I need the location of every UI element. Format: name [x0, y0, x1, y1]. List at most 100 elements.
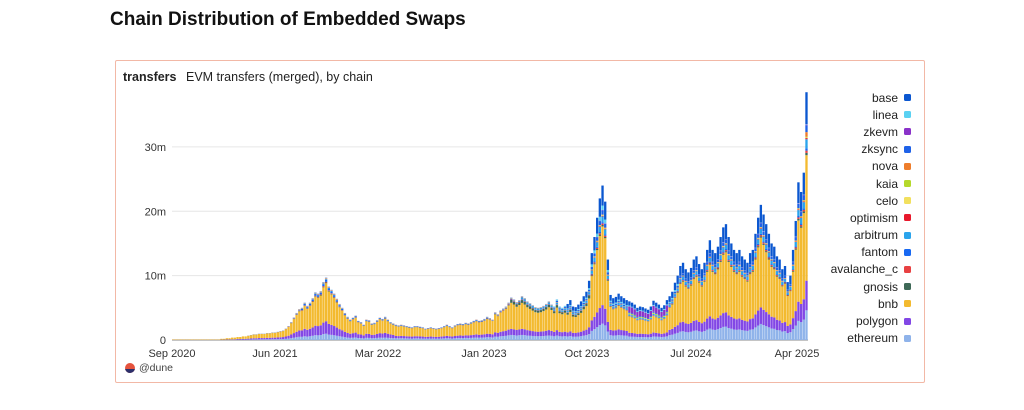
bar-segment-ethereum [802, 319, 805, 340]
legend-label: optimism [849, 210, 898, 225]
bar-segment-arbitrum [746, 276, 749, 280]
bar-segment-gnosis [566, 312, 569, 315]
bar-segment-ethereum [434, 338, 438, 340]
bar-segment-gnosis [604, 236, 607, 239]
bar-segment-gnosis [805, 152, 808, 156]
legend-item-linea[interactable]: linea [791, 106, 911, 123]
bar-segment-fantom [303, 304, 306, 306]
bar-segment-gnosis [598, 234, 602, 236]
bar-segment-bnb [472, 322, 475, 335]
legend-swatch [904, 265, 911, 273]
bar-segment-ethereum [585, 335, 588, 340]
bar-segment-bnb [778, 279, 781, 321]
query-name[interactable]: transfers [123, 70, 177, 84]
bar-segment-bnb [480, 321, 483, 335]
legend-item-fantom[interactable]: fantom [791, 244, 911, 261]
bar-segment-ethereum [284, 338, 288, 340]
legend-label: fantom [861, 245, 898, 260]
legend-item-nova[interactable]: nova [791, 158, 911, 175]
footer-label[interactable]: @dune [139, 362, 174, 374]
bar-segment-zksync [748, 264, 752, 268]
bar-segment-ethereum [652, 336, 655, 340]
bar-segment-ethereum [775, 329, 779, 340]
bar-segment-arbitrum [762, 236, 765, 242]
bar-segment-gnosis [692, 278, 695, 280]
bar-segment-arbitrum [333, 294, 336, 296]
bar-segment-base [566, 303, 569, 309]
bar-segment-polygon [357, 334, 360, 338]
bar-segment-polygon [558, 331, 561, 337]
bar-segment-ethereum [410, 338, 414, 340]
bar-segment-ethereum [252, 339, 255, 340]
bar-segment-gnosis [765, 251, 768, 253]
bar-segment-arbitrum [805, 139, 808, 149]
x-tick-label: Jan 2023 [461, 348, 506, 360]
bar-segment-gnosis [743, 278, 746, 280]
bar-segment-arbitrum [778, 273, 781, 277]
bar-segment-gnosis [719, 261, 722, 263]
bar-segment-zksync [700, 278, 703, 281]
legend-swatch [904, 111, 911, 119]
bar-segment-ethereum [590, 330, 593, 340]
legend-item-bnb[interactable]: bnb [791, 295, 911, 312]
legend-item-base[interactable]: base [791, 89, 911, 106]
legend-item-optimism[interactable]: optimism [791, 209, 911, 226]
bar-segment-bnb [799, 227, 803, 305]
bar-segment-avalanche-c [711, 270, 714, 271]
bar-segment-polygon [311, 327, 314, 336]
x-tick-label: Apr 2025 [775, 348, 820, 360]
legend-item-kaia[interactable]: kaia [791, 175, 911, 192]
bar-segment-fantom [354, 316, 357, 318]
bar-segment-fantom [775, 274, 779, 276]
bar-segment-base [789, 275, 792, 285]
bar-segment-ethereum [384, 337, 387, 340]
bar-segment-bnb [276, 332, 279, 338]
bar-segment-linea [655, 306, 658, 308]
bar-segment-ethereum [271, 339, 274, 340]
bar-segment-zksync [724, 239, 728, 244]
legend-item-arbitrum[interactable]: arbitrum [791, 227, 911, 244]
bar-segment-polygon [464, 335, 467, 338]
bar-segment-zksync [571, 311, 575, 313]
bar-segment-ethereum [464, 337, 467, 340]
bar-segment-ethereum [322, 334, 325, 340]
bar-segment-ethereum [711, 329, 714, 340]
bar-segment-fantom [606, 278, 610, 280]
bar-segment-polygon [622, 330, 626, 336]
bar-segment-zksync [663, 315, 666, 316]
bar-segment-fantom [703, 279, 706, 281]
legend-item-celo[interactable]: celo [791, 192, 911, 209]
legend-item-zkevm[interactable]: zkevm [791, 123, 911, 140]
bar-segment-bnb [703, 281, 706, 322]
bar-segment-base [628, 301, 631, 306]
bar-segment-arbitrum [767, 252, 771, 257]
bar-segment-ethereum [724, 326, 728, 340]
bar-segment-gnosis [673, 297, 677, 298]
bar-segment-polygon [614, 330, 618, 336]
bar-segment-arbitrum [689, 280, 693, 284]
bar-segment-polygon [282, 337, 285, 340]
bar-segment-arbitrum [563, 308, 567, 310]
bar-segment-bnb [386, 321, 390, 334]
bar-segment-bnb [451, 328, 454, 337]
bar-segment-base [571, 306, 575, 311]
bar-segment-zksync [660, 316, 663, 318]
legend-item-ethereum[interactable]: ethereum [791, 330, 911, 347]
bar-segment-linea [628, 305, 631, 307]
bar-segment-bnb [373, 324, 376, 335]
bar-segment-arbitrum [523, 299, 526, 301]
bar-segment-arbitrum [558, 309, 561, 311]
bar-segment-zksync [706, 262, 709, 265]
bar-segment-arbitrum [799, 218, 803, 224]
bar-segment-ethereum [569, 336, 572, 340]
bar-segment-polygon [271, 337, 274, 340]
bar-segment-bnb [432, 328, 435, 337]
legend-item-zksync[interactable]: zksync [791, 141, 911, 158]
legend-item-polygon[interactable]: polygon [791, 312, 911, 329]
legend-item-avalanche-c[interactable]: avalanche_c [791, 261, 911, 278]
bar-segment-fantom [314, 294, 317, 296]
bar-segment-polygon [630, 332, 634, 337]
bar-segment-bnb [791, 271, 795, 319]
legend-item-gnosis[interactable]: gnosis [791, 278, 911, 295]
bar-segment-bnb [349, 321, 352, 334]
